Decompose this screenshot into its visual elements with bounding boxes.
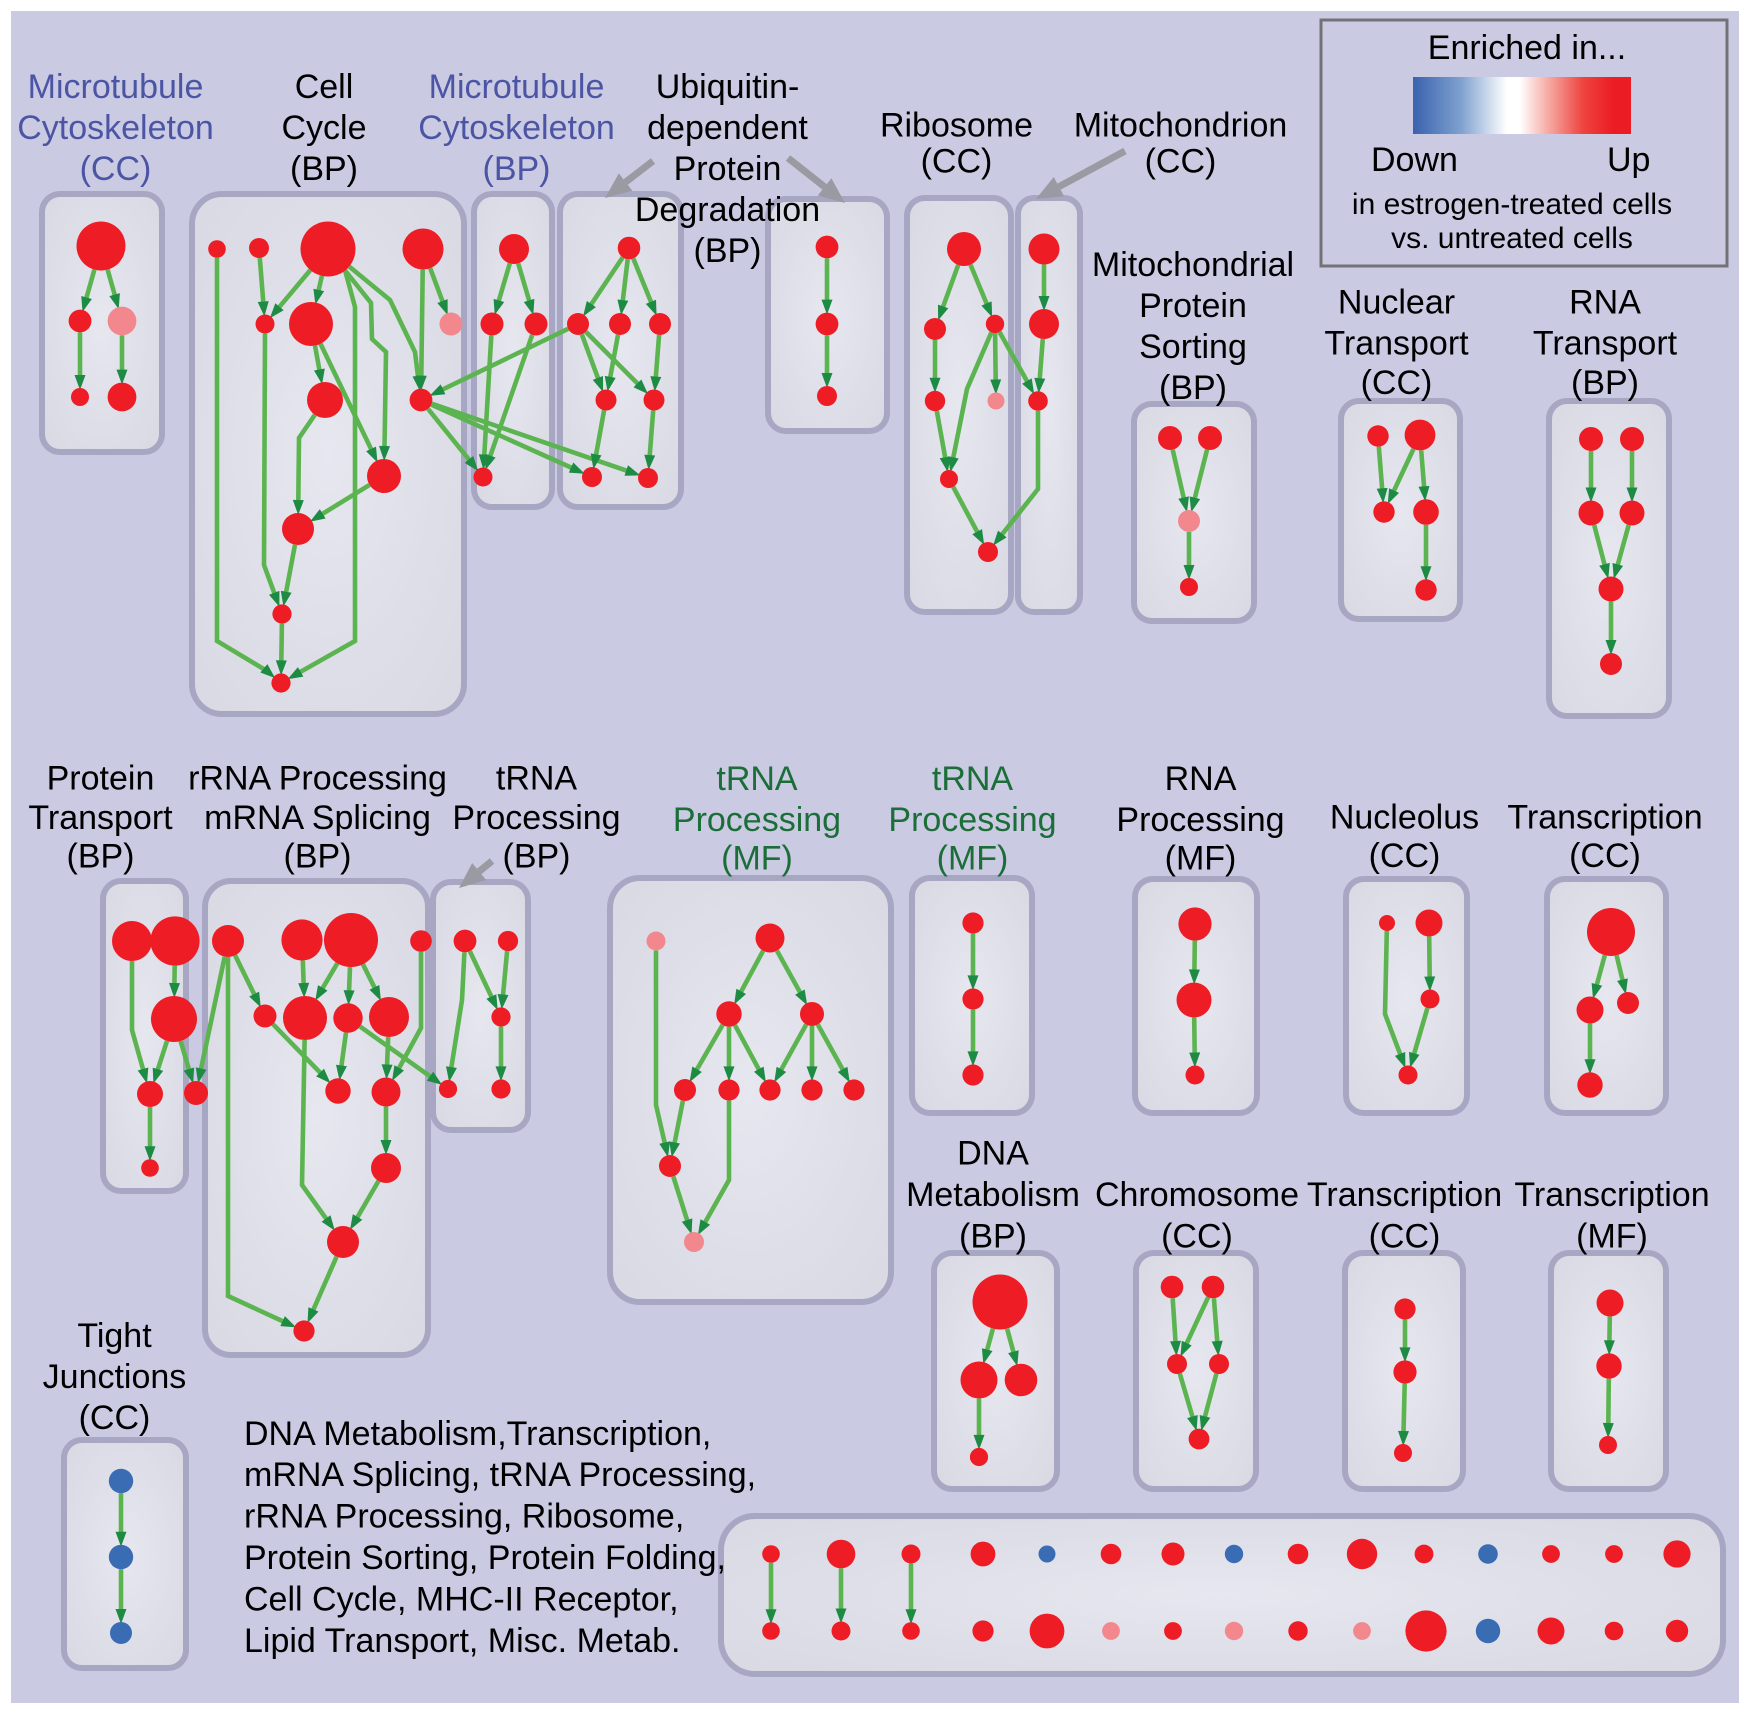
svg-text:tRNA: tRNA — [496, 760, 578, 798]
svg-text:rRNA Processing: rRNA Processing — [188, 760, 447, 798]
svg-text:dependent: dependent — [647, 109, 808, 147]
svg-text:Nucleolus: Nucleolus — [1330, 799, 1479, 837]
svg-text:tRNA: tRNA — [716, 760, 798, 798]
svg-text:Cytoskeleton: Cytoskeleton — [418, 109, 615, 147]
svg-text:Metabolism: Metabolism — [906, 1176, 1080, 1214]
svg-text:(BP): (BP) — [1159, 369, 1227, 407]
svg-text:(BP): (BP) — [503, 838, 571, 876]
svg-text:Cycle: Cycle — [281, 109, 366, 147]
svg-text:(BP): (BP) — [290, 150, 358, 188]
svg-text:mRNA Splicing, tRNA Processing: mRNA Splicing, tRNA Processing, — [244, 1456, 756, 1494]
svg-text:Transcription: Transcription — [1307, 1176, 1502, 1214]
svg-text:Protein Sorting, Protein Foldi: Protein Sorting, Protein Folding, — [244, 1539, 726, 1577]
svg-text:(BP): (BP) — [67, 838, 135, 876]
svg-text:(CC): (CC) — [1369, 1217, 1441, 1255]
svg-text:Ribosome: Ribosome — [880, 107, 1033, 145]
svg-text:Ubiquitin-: Ubiquitin- — [656, 68, 800, 106]
svg-text:Transport: Transport — [28, 799, 173, 837]
svg-text:tRNA: tRNA — [932, 760, 1014, 798]
svg-text:(BP): (BP) — [284, 838, 352, 876]
svg-text:(CC): (CC) — [1569, 837, 1641, 875]
svg-text:Degradation: Degradation — [635, 191, 820, 229]
svg-text:Down: Down — [1371, 141, 1458, 179]
svg-text:(CC): (CC) — [921, 143, 993, 181]
svg-text:(MF): (MF) — [1165, 840, 1237, 878]
svg-text:Protein: Protein — [674, 150, 782, 188]
svg-text:Cytoskeleton: Cytoskeleton — [17, 109, 214, 147]
svg-text:Tight: Tight — [77, 1317, 152, 1355]
svg-text:(CC): (CC) — [1369, 837, 1441, 875]
svg-text:RNA: RNA — [1165, 760, 1237, 798]
svg-text:(CC): (CC) — [79, 1399, 151, 1437]
svg-text:(BP): (BP) — [483, 150, 551, 188]
svg-text:vs. untreated cells: vs. untreated cells — [1391, 222, 1633, 255]
svg-text:Microtubule: Microtubule — [28, 68, 204, 106]
svg-text:Cell Cycle, MHC-II Receptor,: Cell Cycle, MHC-II Receptor, — [244, 1580, 679, 1618]
svg-text:Cell: Cell — [295, 68, 354, 106]
svg-text:Up: Up — [1607, 141, 1650, 179]
svg-text:mRNA Splicing: mRNA Splicing — [204, 799, 431, 837]
svg-text:(BP): (BP) — [959, 1217, 1027, 1255]
svg-text:Microtubule: Microtubule — [429, 68, 605, 106]
svg-text:(BP): (BP) — [694, 232, 762, 270]
svg-text:Mitochondrial: Mitochondrial — [1092, 246, 1294, 284]
svg-text:Transcription: Transcription — [1514, 1176, 1709, 1214]
svg-text:Processing: Processing — [888, 801, 1056, 839]
svg-text:Transport: Transport — [1324, 325, 1469, 363]
svg-text:Enriched in...: Enriched in... — [1428, 29, 1626, 67]
svg-text:RNA: RNA — [1569, 284, 1641, 322]
svg-text:Junctions: Junctions — [43, 1358, 187, 1396]
svg-text:(CC): (CC) — [80, 150, 152, 188]
svg-text:rRNA Processing, Ribosome,: rRNA Processing, Ribosome, — [244, 1498, 684, 1536]
svg-text:DNA Metabolism,Transcription,: DNA Metabolism,Transcription, — [244, 1415, 711, 1453]
svg-text:Processing: Processing — [1116, 801, 1284, 839]
svg-text:(MF): (MF) — [937, 840, 1009, 878]
svg-text:Transport: Transport — [1533, 325, 1678, 363]
svg-text:Transcription: Transcription — [1507, 799, 1702, 837]
svg-text:(MF): (MF) — [721, 840, 793, 878]
svg-text:in estrogen-treated cells: in estrogen-treated cells — [1352, 188, 1672, 221]
svg-text:Protein: Protein — [1139, 287, 1247, 325]
svg-text:Lipid Transport, Misc. Metab.: Lipid Transport, Misc. Metab. — [244, 1622, 681, 1660]
svg-text:(MF): (MF) — [1576, 1217, 1648, 1255]
svg-text:Protein: Protein — [47, 760, 155, 798]
svg-text:Processing: Processing — [673, 801, 841, 839]
svg-text:Sorting: Sorting — [1139, 328, 1247, 366]
svg-text:Processing: Processing — [452, 799, 620, 837]
svg-text:(CC): (CC) — [1161, 1217, 1233, 1255]
svg-text:Mitochondrion: Mitochondrion — [1074, 107, 1288, 145]
svg-text:DNA: DNA — [957, 1134, 1029, 1172]
svg-text:(BP): (BP) — [1571, 364, 1639, 402]
svg-text:(CC): (CC) — [1361, 364, 1433, 402]
svg-text:(CC): (CC) — [1145, 143, 1217, 181]
svg-text:Nuclear: Nuclear — [1338, 284, 1455, 322]
svg-text:Chromosome: Chromosome — [1095, 1176, 1299, 1214]
